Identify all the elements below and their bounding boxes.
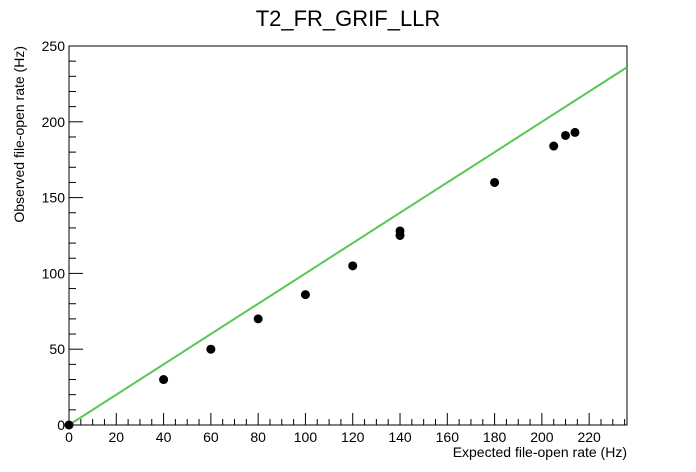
x-tick-label: 80 <box>250 429 266 445</box>
x-tick-label: 100 <box>294 429 318 445</box>
y-tick-label: 200 <box>42 114 66 130</box>
reference-line <box>68 66 628 426</box>
x-axis-label: Expected file-open rate (Hz) <box>453 444 627 460</box>
y-tick-label: 250 <box>42 38 66 54</box>
data-point <box>549 141 559 151</box>
data-point <box>570 127 580 137</box>
data-point <box>490 177 500 187</box>
data-point <box>561 130 571 140</box>
x-tick-label: 0 <box>65 429 73 445</box>
x-tick-label: 220 <box>577 429 601 445</box>
data-point <box>348 261 358 271</box>
y-tick-label: 0 <box>57 417 65 433</box>
y-axis: 0 50 100 150 200 250 <box>42 38 83 433</box>
y-tick-label: 50 <box>49 341 65 357</box>
x-tick-label: 40 <box>156 429 172 445</box>
y-tick-label: 150 <box>42 190 66 206</box>
x-tick-label: 180 <box>483 429 507 445</box>
x-tick-label: 160 <box>436 429 460 445</box>
plot-frame <box>68 45 628 426</box>
y-tick-label: 100 <box>42 265 66 281</box>
x-axis: 0 20 40 60 80 100 120 140 160 180 200 220 <box>65 413 626 445</box>
x-tick-label: 140 <box>388 429 412 445</box>
x-tick-label: 60 <box>203 429 219 445</box>
series-layer <box>64 66 628 430</box>
data-point <box>206 344 216 354</box>
data-point <box>253 314 263 324</box>
x-tick-label: 200 <box>530 429 554 445</box>
chart-title: T2_FR_GRIF_LLR <box>256 6 441 31</box>
x-tick-label: 120 <box>341 429 365 445</box>
y-axis-label: Observed file-open rate (Hz) <box>11 46 27 223</box>
data-point <box>64 420 74 430</box>
data-point <box>300 290 310 300</box>
data-point <box>395 226 405 236</box>
data-point <box>159 375 169 385</box>
x-tick-label: 20 <box>108 429 124 445</box>
